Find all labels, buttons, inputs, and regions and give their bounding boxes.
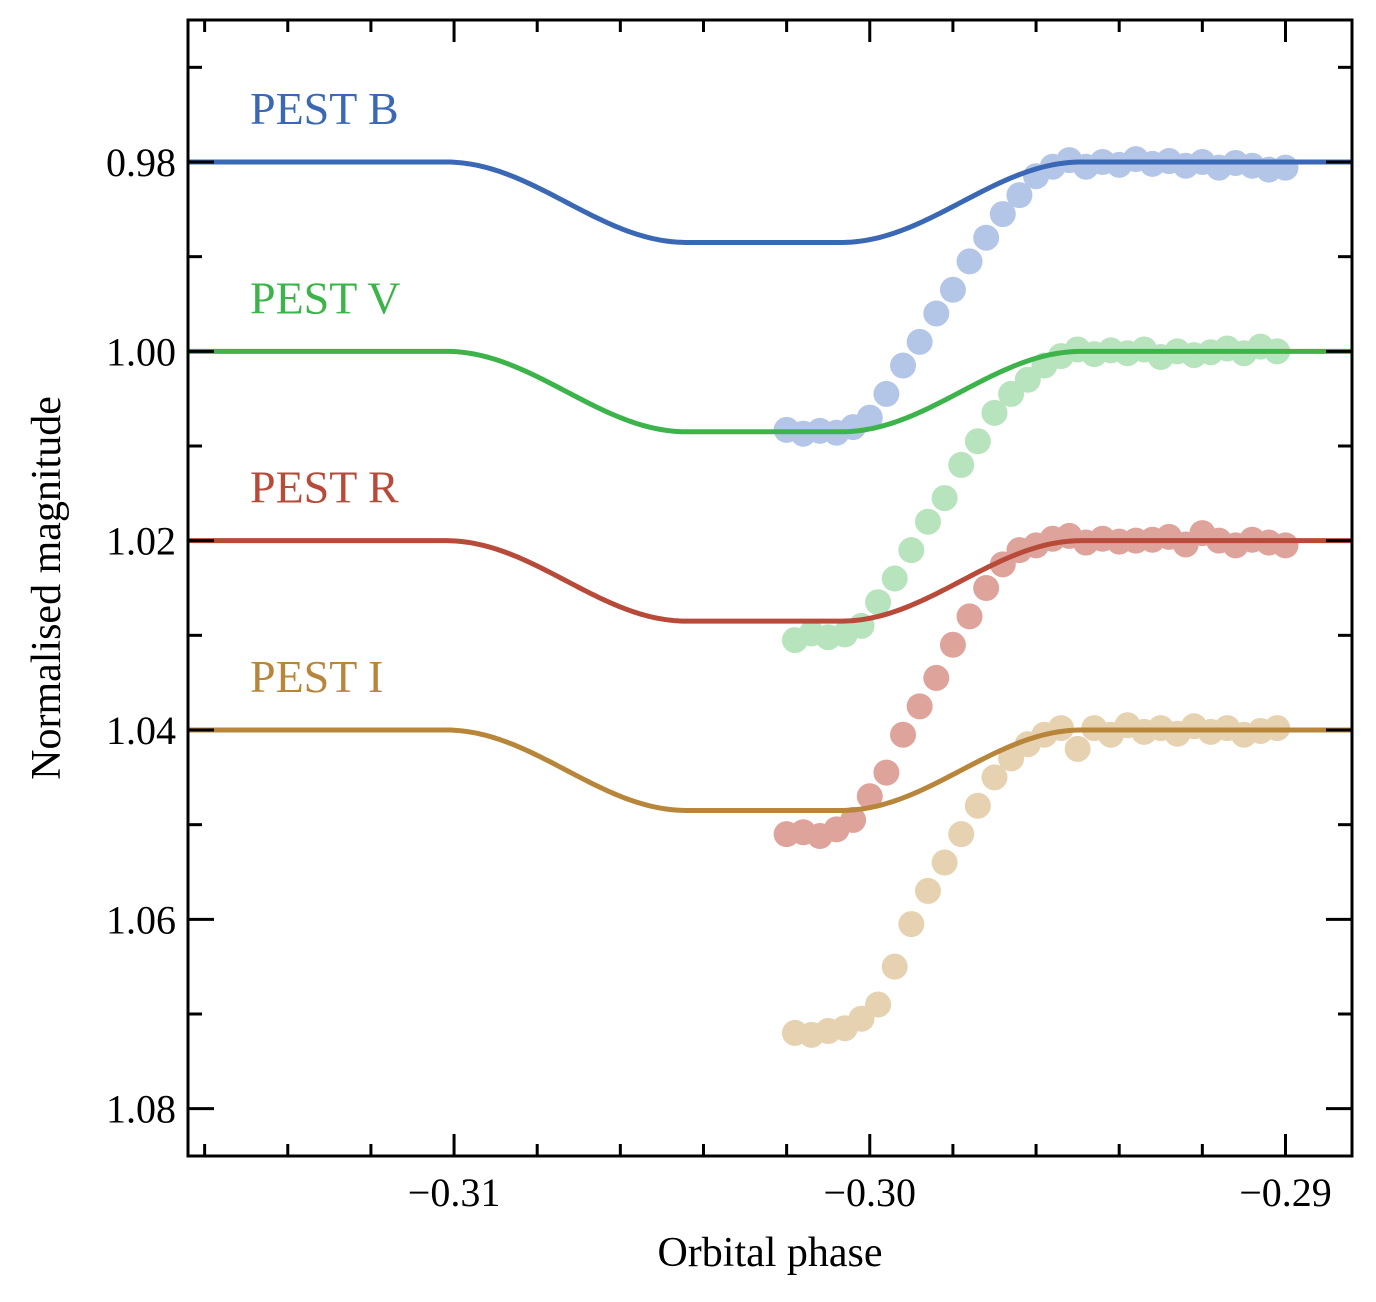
y-axis-title: Normalised magnitude — [24, 396, 70, 780]
data-point — [923, 300, 950, 327]
series-pest-i — [188, 712, 1352, 1048]
data-point — [964, 792, 991, 819]
model-line — [188, 348, 1352, 435]
data-point — [1272, 532, 1299, 559]
tick-layer — [188, 20, 1352, 1156]
series-layer — [188, 146, 1352, 1048]
data-point — [914, 508, 941, 535]
data-point — [964, 428, 991, 455]
data-point — [973, 575, 1000, 601]
y-tick-label: 1.02 — [106, 519, 176, 564]
series-pest-r — [188, 520, 1352, 850]
data-point — [948, 821, 975, 848]
data-point — [1006, 182, 1033, 209]
data-point — [973, 224, 1000, 251]
model-line — [188, 727, 1352, 813]
y-tick-label: 1.06 — [106, 897, 176, 942]
data-point — [931, 849, 958, 876]
data-point — [948, 451, 975, 478]
data-point — [856, 783, 883, 810]
data-point — [981, 764, 1008, 791]
series-label: PEST B — [250, 83, 399, 134]
data-point — [873, 759, 900, 786]
data-point — [881, 953, 908, 980]
model-line — [188, 159, 1352, 245]
y-tick-label: 0.98 — [106, 140, 176, 185]
label-layer: −0.31 −0.30 −0.29 0.98 1.00 1.02 1.04 1.06 1.08 P… — [106, 83, 1332, 1215]
data-point — [856, 404, 883, 431]
data-point — [873, 380, 900, 407]
x-tick-label: −0.30 — [823, 1170, 916, 1215]
data-point — [956, 603, 983, 630]
y-tick-label: 1.04 — [106, 708, 176, 753]
data-point — [906, 693, 933, 720]
data-point — [865, 589, 892, 616]
data-point — [890, 721, 917, 748]
y-tick-label: 1.00 — [106, 329, 176, 374]
data-point — [906, 328, 933, 355]
data-point — [956, 248, 983, 275]
data-point — [890, 352, 917, 379]
x-tick-label: −0.29 — [1239, 1170, 1332, 1215]
series-label: PEST I — [250, 651, 383, 702]
plot-frame — [186, 18, 1354, 1158]
data-point — [898, 537, 925, 564]
y-tick-label: 1.08 — [106, 1087, 176, 1132]
series-label: PEST R — [250, 462, 399, 513]
data-point — [939, 276, 966, 303]
x-axis-title: Orbital phase — [657, 1230, 882, 1276]
data-point — [1064, 735, 1091, 762]
data-point — [1272, 154, 1299, 181]
data-point — [881, 565, 908, 592]
data-point — [931, 485, 958, 512]
model-line — [188, 538, 1352, 624]
data-point — [898, 911, 925, 938]
series-label: PEST V — [250, 272, 400, 323]
data-point — [989, 201, 1016, 228]
data-point — [939, 631, 966, 658]
data-point — [840, 806, 867, 833]
data-point — [865, 991, 892, 1018]
data-point — [914, 877, 941, 904]
data-point — [923, 664, 950, 691]
data-point — [981, 399, 1008, 426]
x-tick-label: −0.31 — [408, 1170, 501, 1215]
